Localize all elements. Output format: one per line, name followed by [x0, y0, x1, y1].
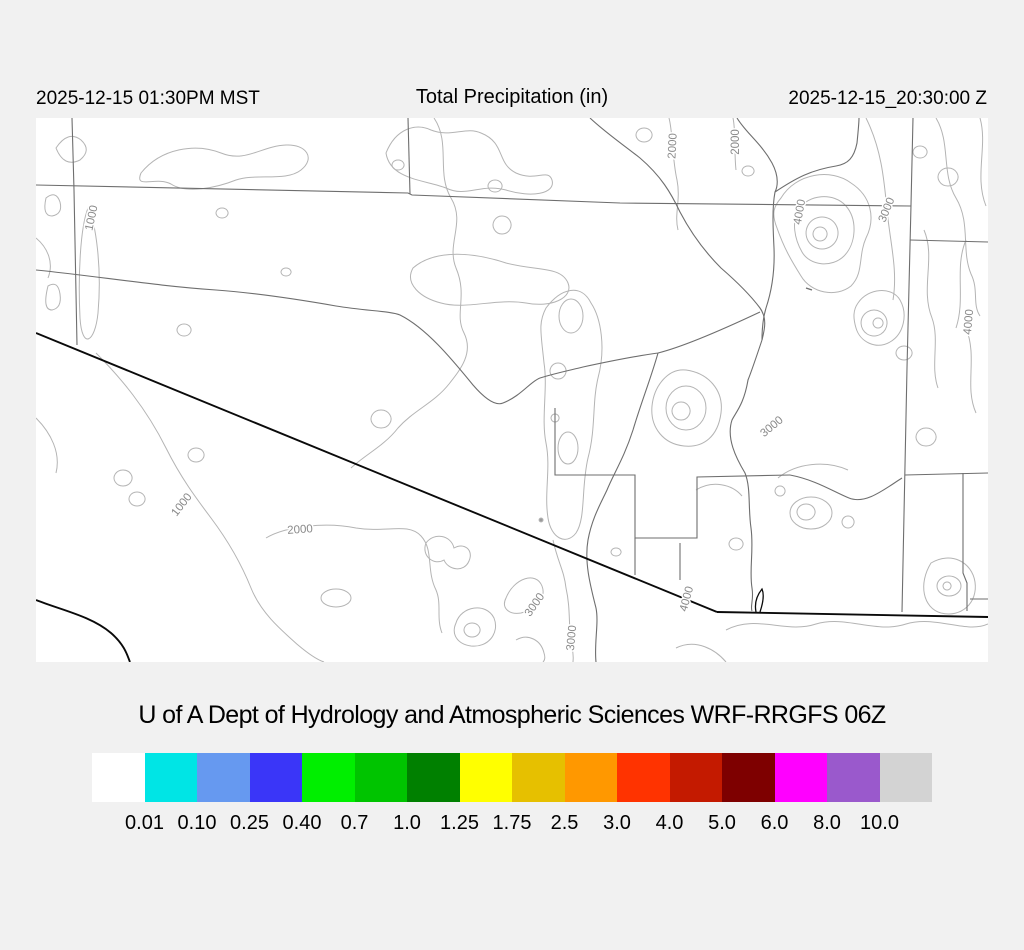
- colorbar-cell-0: [92, 753, 145, 802]
- contour-label: 3000: [523, 591, 548, 619]
- colorbar-label: 5.0: [708, 812, 736, 834]
- colorbar-cell-10: [617, 753, 670, 802]
- valid-time-utc: 2025-12-15_20:30:00 Z: [788, 88, 987, 109]
- contour-label: 3000: [877, 196, 898, 224]
- colorbar-label: 0.40: [282, 812, 322, 834]
- colorbar-cell-13: [774, 753, 827, 802]
- page-title: Total Precipitation (in): [415, 86, 609, 108]
- colorbar-cell-4: [302, 753, 355, 802]
- contour-label: 1000: [169, 491, 194, 519]
- contour-label: 2000: [730, 129, 742, 155]
- colorbar-cell-1: [144, 753, 197, 802]
- colorbar-label: 0.25: [230, 812, 269, 834]
- colorbar-label: 0.01: [125, 812, 164, 834]
- colorbar-cell-3: [249, 753, 302, 802]
- colorbar-label: 1.0: [393, 812, 421, 834]
- colorbar-label: 10.0: [860, 812, 899, 834]
- colorbar-label: 0.7: [340, 812, 369, 834]
- colorbar-label: 4.0: [655, 812, 684, 834]
- precipitation-colorbar: [92, 753, 932, 802]
- contour-label: 3000: [758, 414, 785, 440]
- colorbar-cell-5: [354, 753, 407, 802]
- colorbar-cell-2: [197, 753, 250, 802]
- contour-label: 4000: [792, 198, 808, 225]
- contour-label: 2000: [666, 133, 679, 159]
- contour-label: 2000: [287, 523, 313, 537]
- elevation-contours: [36, 118, 988, 662]
- colorbar-label: 0.10: [177, 812, 217, 834]
- international-borders: [36, 332, 988, 662]
- contour-label-layer: 1000 2000 2000 4000 3000 4000 3000 1000 2000 3000…: [82, 128, 978, 653]
- colorbar-label: 1.25: [440, 812, 479, 834]
- colorbar-label: 1.75: [492, 812, 532, 834]
- colorbar-cell-8: [512, 753, 565, 802]
- contour-label: 3000: [565, 625, 579, 652]
- state-county-boundaries: [36, 118, 988, 662]
- valid-time-local: 2025-12-15 01:30PM MST: [36, 88, 260, 109]
- colorbar-label: 2.5: [550, 812, 579, 834]
- colorbar-cell-7: [459, 753, 512, 802]
- colorbar-cell-12: [722, 753, 775, 802]
- contour-label: 1000: [84, 204, 101, 232]
- map-canvas: 1000 2000 2000 4000 3000 4000 3000 1000 2000 3000…: [36, 118, 988, 662]
- precipitation-map: 1000 2000 2000 4000 3000 4000 3000 1000 2000 3000…: [36, 118, 988, 662]
- attribution-caption: U of A Dept of Hydrology and Atmospheric…: [138, 701, 886, 729]
- colorbar-cell-14: [827, 753, 880, 802]
- contour-label: 4000: [678, 585, 696, 613]
- colorbar-cell-15: [879, 753, 932, 802]
- colorbar-label: 3.0: [603, 812, 631, 834]
- contour-label: 4000: [962, 309, 976, 336]
- colorbar-cell-11: [669, 753, 722, 802]
- colorbar-label: 8.0: [813, 812, 841, 834]
- colorbar-cell-9: [564, 753, 617, 802]
- colorbar-label: 6.0: [760, 812, 789, 834]
- colorbar-cell-6: [407, 753, 460, 802]
